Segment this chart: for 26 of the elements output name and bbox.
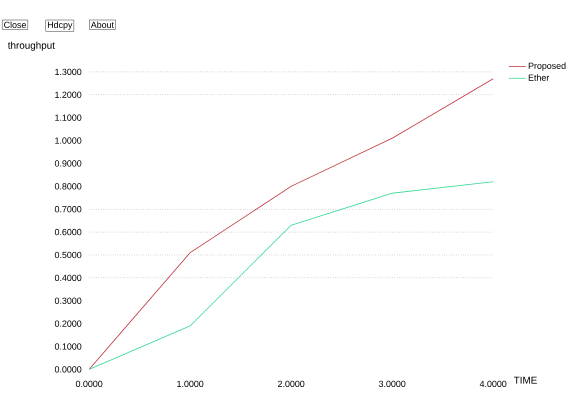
y-tick-label: 1.2000 [55,92,82,98]
text: Hdcpy [48,21,72,30]
y-tick-label: 1.1000 [55,114,82,121]
y-tick-label: 0.5000 [54,252,82,258]
legend-label: Proposed [528,62,566,71]
y-tick-label: 0.8000 [54,183,82,190]
x-axis-title: TIME [514,376,537,384]
legend-label: Ether [528,74,550,81]
y-tick-label: 0.9000 [54,160,82,167]
y-tick-label: 0.4000 [54,274,82,281]
text: Close [4,21,26,28]
y-tick-label: 1.3000 [55,68,82,76]
y-tick-label: 0.1000 [54,343,82,350]
x-tick-label: 4.0000 [480,380,506,387]
x-tick-label: 3.0000 [378,380,406,387]
y-tick-label: 0.6000 [54,228,82,236]
x-tick-label: 1.0000 [177,380,204,387]
y-axis-title: throughput [8,42,55,51]
y-tick-label: 1.0000 [55,137,82,144]
y-tick-label: 0.0000 [54,366,82,372]
y-tick-label: 0.7000 [54,206,82,212]
x-tick-label: 0.0000 [76,380,102,387]
y-tick-label: 0.2000 [54,320,82,327]
x-tick-label: 2.0000 [278,380,304,387]
text: About [90,21,114,28]
y-tick-label: 0.3000 [54,298,82,304]
